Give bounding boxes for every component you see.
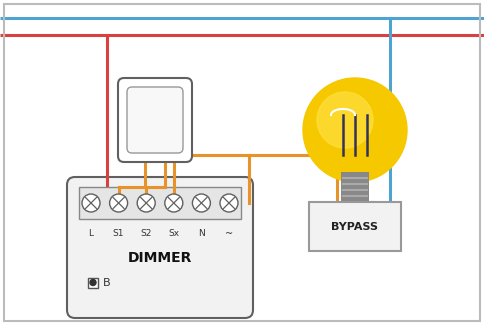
Bar (88, 278, 98, 288)
Text: L: L (89, 229, 93, 238)
Text: B: B (103, 278, 111, 288)
Circle shape (317, 92, 373, 148)
Text: S1: S1 (113, 229, 124, 238)
Circle shape (220, 194, 238, 212)
Circle shape (82, 194, 100, 212)
Text: BYPASS: BYPASS (332, 222, 378, 231)
Text: ~: ~ (225, 229, 233, 239)
Circle shape (165, 194, 183, 212)
Circle shape (137, 194, 155, 212)
Text: DIMMER: DIMMER (128, 251, 192, 265)
FancyBboxPatch shape (67, 177, 253, 318)
Text: N: N (198, 229, 205, 238)
FancyBboxPatch shape (127, 87, 183, 153)
Text: S2: S2 (140, 229, 152, 238)
Circle shape (193, 194, 211, 212)
Circle shape (109, 194, 128, 212)
FancyBboxPatch shape (309, 202, 401, 251)
Text: Sx: Sx (168, 229, 180, 238)
Circle shape (303, 78, 407, 182)
Bar (341, 172, 369, 202)
FancyBboxPatch shape (118, 78, 192, 162)
Bar (79, 187, 241, 219)
Circle shape (90, 280, 96, 285)
